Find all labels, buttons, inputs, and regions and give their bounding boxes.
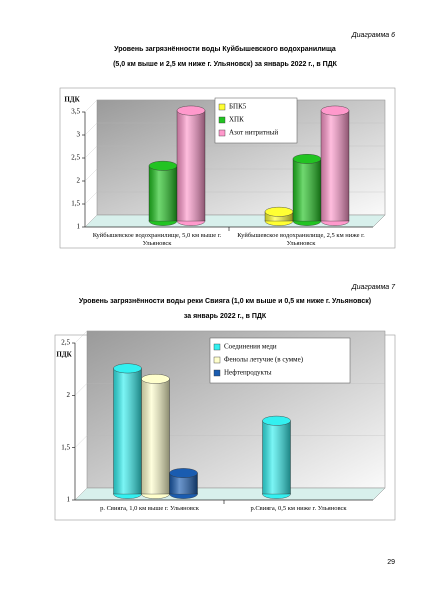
y-tick-label: 1 bbox=[67, 496, 71, 504]
caption: Диаграмма 7 bbox=[351, 284, 396, 291]
grid-line bbox=[74, 330, 385, 344]
legend-box bbox=[209, 337, 351, 384]
grid-line bbox=[84, 168, 385, 182]
x-tick-label-box: Куйбышевское водохранилище, 2,5 км ниже … bbox=[237, 232, 365, 248]
legend-label: Фенолы летучие (в сумме) bbox=[224, 356, 304, 364]
chart-title: Уровень загрязнённости воды Куйбышевског… bbox=[114, 45, 336, 53]
bar-top bbox=[113, 363, 142, 374]
legend-label: ХПК bbox=[229, 116, 244, 124]
y-tick-label: 2,5 bbox=[61, 339, 70, 347]
caption: Диаграмма 6 bbox=[351, 32, 395, 39]
legend-swatch bbox=[213, 343, 221, 351]
legend-label: БПК5 bbox=[229, 103, 247, 111]
grid-line bbox=[74, 383, 385, 396]
grid-line bbox=[84, 145, 385, 159]
bar-top bbox=[141, 374, 170, 384]
bar-top bbox=[320, 105, 350, 116]
chart-title: Уровень загрязнённости воды реки Свияга … bbox=[79, 298, 371, 305]
y-tick-label: 2 bbox=[67, 391, 71, 399]
x-tick-label: р. Свияга, 1,0 км выше г. Ульяновск bbox=[100, 505, 199, 512]
y-tick-label: 1,5 bbox=[71, 200, 80, 208]
chart-title: за январь 2022 г., в ПДК bbox=[184, 313, 267, 320]
x-tick-label-box: р. Свияга, 1,0 км выше г. Ульяновск bbox=[100, 505, 199, 512]
x-tick-label-box: р.Свияга, 0,5 км ниже г. Ульяновск bbox=[250, 505, 347, 512]
x-tick-label: р.Свияга, 0,5 км ниже г. Ульяновск bbox=[250, 505, 347, 512]
x-tick-label-box: Куйбышевское водохранилище, 5,0 км выше … bbox=[92, 232, 222, 248]
y-tick-label: 1 bbox=[77, 223, 81, 231]
y-tick-label: 3 bbox=[77, 131, 81, 139]
legend-swatch bbox=[218, 129, 226, 137]
bar-shade bbox=[113, 368, 142, 494]
legend-swatch bbox=[213, 369, 221, 377]
bar-top bbox=[292, 154, 322, 164]
x-tick-label: Куйбышевское водохранилище, 2,5 км ниже … bbox=[237, 232, 365, 248]
page-number: 29 bbox=[387, 559, 395, 566]
y-axis-label: ПДК bbox=[64, 96, 80, 104]
y-axis-label: ПДК bbox=[56, 351, 72, 359]
legend-label: Соединения меди bbox=[224, 343, 277, 351]
bar-top bbox=[262, 415, 291, 426]
bar-shade bbox=[149, 165, 177, 221]
grid-line bbox=[84, 191, 385, 205]
legend-box bbox=[214, 97, 298, 144]
bar-top bbox=[176, 105, 206, 116]
legend-swatch bbox=[218, 116, 226, 124]
bar-shade bbox=[293, 158, 321, 221]
y-tick-label: 3,5 bbox=[71, 108, 80, 116]
legend-swatch bbox=[218, 103, 226, 111]
legend-label: Азот нитритный bbox=[229, 129, 278, 137]
bar-shade bbox=[177, 110, 205, 221]
bar-top bbox=[264, 206, 294, 217]
chart-title: (5,0 км выше и 2,5 км ниже г. Ульяновск)… bbox=[113, 61, 338, 68]
bar-top bbox=[169, 468, 198, 478]
bar-shade bbox=[169, 473, 198, 494]
legend-swatch bbox=[213, 356, 221, 364]
y-tick-label: 2 bbox=[77, 177, 81, 185]
y-tick-label: 2,5 bbox=[71, 154, 80, 162]
bar-shade bbox=[262, 420, 291, 494]
legend-label: Нефтепродукты bbox=[224, 369, 272, 377]
bar-shade bbox=[321, 110, 349, 221]
y-tick-label: 1,5 bbox=[61, 443, 70, 451]
bar-top bbox=[148, 160, 178, 171]
x-tick-label: Куйбышевское водохранилище, 5,0 км выше … bbox=[92, 232, 222, 248]
bar-shade bbox=[141, 378, 170, 494]
